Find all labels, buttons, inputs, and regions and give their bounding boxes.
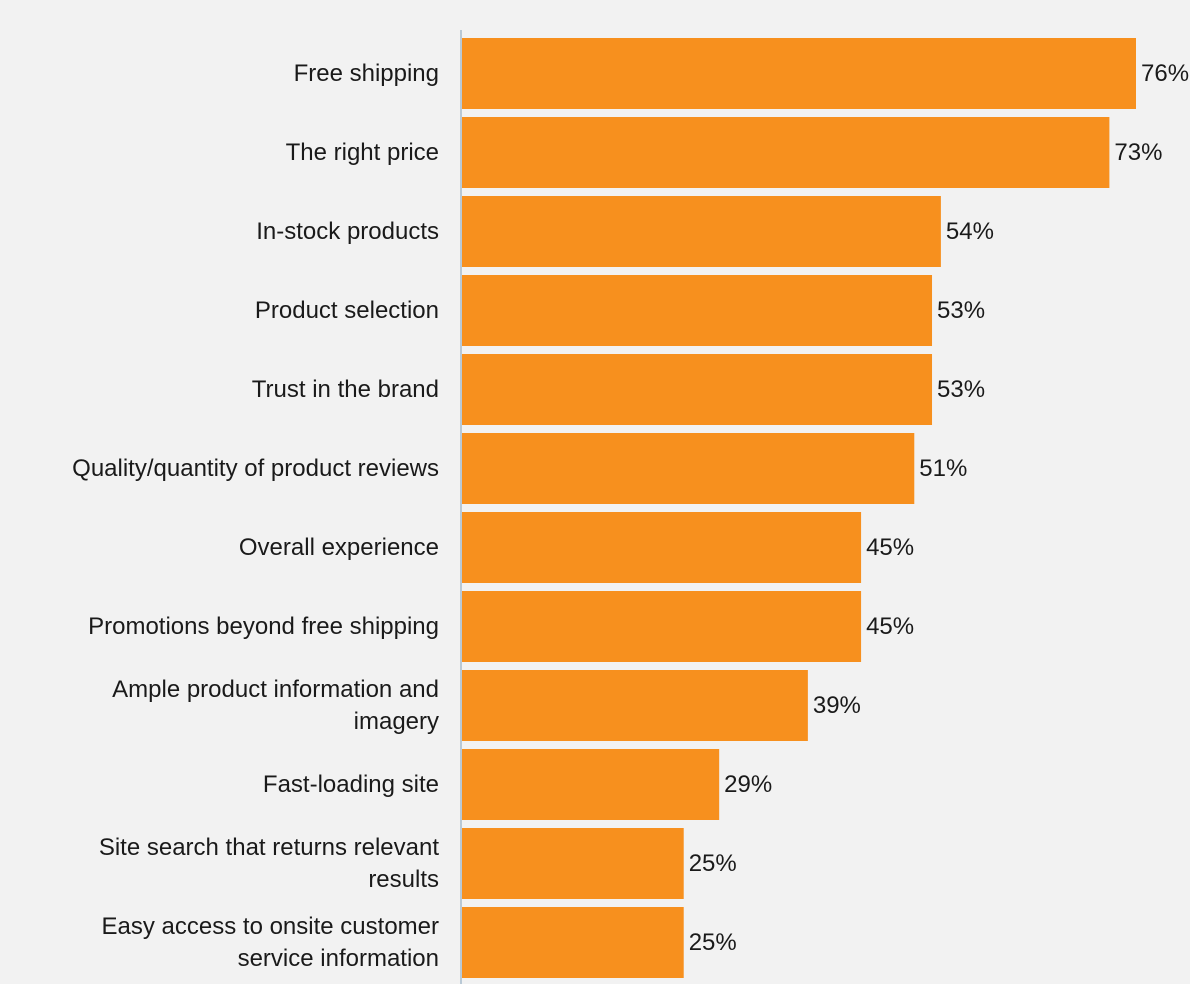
data-label: 29% xyxy=(724,771,772,798)
category-label: Site search that returns relevant results xyxy=(99,834,440,893)
bar xyxy=(462,591,862,662)
bar xyxy=(462,38,1136,109)
data-label: 25% xyxy=(689,929,737,956)
category-label-line: In-stock products xyxy=(256,218,439,245)
category-label-line: The right price xyxy=(286,139,439,166)
category-label: Quality/quantity of product reviews xyxy=(72,455,439,482)
bar xyxy=(462,354,933,425)
category-label: Easy access to onsite customer service in… xyxy=(102,913,439,972)
bar xyxy=(462,907,684,978)
bar xyxy=(462,512,862,583)
data-label: 51% xyxy=(919,455,967,482)
category-label-line: Easy access to onsite customer xyxy=(102,913,439,940)
category-labels-group: Free shipping The right price In-stock pro… xyxy=(72,60,439,972)
category-label: Trust in the brand xyxy=(252,376,439,403)
data-label: 53% xyxy=(937,376,985,403)
data-label: 39% xyxy=(813,692,861,719)
data-label: 73% xyxy=(1114,139,1162,166)
category-label: Fast-loading site xyxy=(263,771,439,798)
category-label: Ample product information and imagery xyxy=(112,676,439,735)
data-label: 54% xyxy=(946,218,994,245)
data-label: 25% xyxy=(689,850,737,877)
category-label-line: Trust in the brand xyxy=(252,376,439,403)
bar xyxy=(462,196,941,267)
category-label-line: imagery xyxy=(354,708,439,735)
bar xyxy=(462,828,684,899)
bar xyxy=(462,433,915,504)
category-label-line: Fast-loading site xyxy=(263,771,439,798)
category-label-line: Ample product information and xyxy=(112,676,439,703)
data-label: 45% xyxy=(866,534,914,561)
category-label-line: Quality/quantity of product reviews xyxy=(72,455,439,482)
category-label-line: Overall experience xyxy=(239,534,439,561)
category-label-line: Free shipping xyxy=(294,60,439,87)
data-label: 53% xyxy=(937,297,985,324)
category-label: Free shipping xyxy=(294,60,439,87)
category-label: Product selection xyxy=(255,297,439,324)
bar xyxy=(462,670,808,741)
category-label: Overall experience xyxy=(239,534,439,561)
bars-group xyxy=(462,38,1136,978)
bar xyxy=(462,117,1110,188)
bar xyxy=(462,749,720,820)
data-label: 45% xyxy=(866,613,914,640)
category-label-line: service information xyxy=(238,945,439,972)
category-label: Promotions beyond free shipping xyxy=(88,613,439,640)
category-label: In-stock products xyxy=(256,218,439,245)
bar xyxy=(462,275,933,346)
data-label: 76% xyxy=(1141,60,1189,87)
category-label-line: results xyxy=(368,866,439,893)
category-label-line: Promotions beyond free shipping xyxy=(88,613,439,640)
category-label-line: Product selection xyxy=(255,297,439,324)
category-label-line: Site search that returns relevant xyxy=(99,834,440,861)
value-labels-group: 76% 73% 54% 53% 53% 51% 45% 45% 39% 29% 25% 25% xyxy=(689,60,1189,956)
category-label: The right price xyxy=(286,139,439,166)
